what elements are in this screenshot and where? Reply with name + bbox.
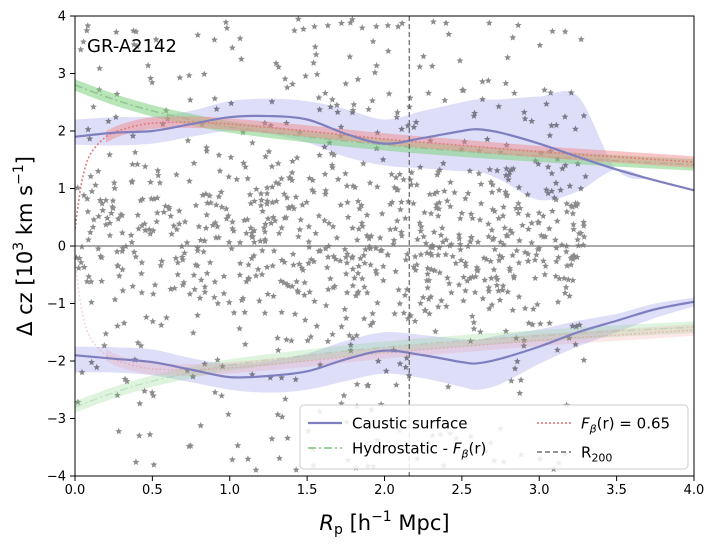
y-tick-label: 0 <box>58 240 66 255</box>
legend-entry: Fβ(r) = 0.65 <box>537 415 670 436</box>
legend-label: Caustic surface <box>352 415 468 433</box>
x-tick-label: 4.0 <box>684 483 705 498</box>
y-tick-label: 3 <box>58 67 66 82</box>
x-tick-label: 3.0 <box>529 483 550 498</box>
hydrostatic-lower-line <box>75 326 694 408</box>
hydrostatic-lower-band <box>75 321 694 413</box>
galaxy-points <box>75 16 589 473</box>
caustic-lower-line <box>75 300 694 379</box>
legend-label: Hydrostatic - Fβ(r) <box>352 440 486 461</box>
legend-label: Fβ(r) = 0.65 <box>581 415 670 436</box>
legend-entry: Caustic surface <box>308 415 468 433</box>
fbeta-lower-band <box>105 324 694 376</box>
y-tick-label: −2 <box>47 355 66 370</box>
y-tick-label: −4 <box>47 470 66 485</box>
x-tick-label: 1.0 <box>219 483 240 498</box>
y-tick-label: 4 <box>58 10 66 25</box>
caustic-upper-line <box>75 114 694 192</box>
legend: Caustic surface Hydrostatic - Fβ(r) Fβ(r) … <box>299 404 689 470</box>
x-tick-label: 2.5 <box>452 483 473 498</box>
y-tick-label: −1 <box>47 297 66 312</box>
x-axis-label: Rp [h−1 Mpc] <box>319 509 449 538</box>
x-tick-label: 0.5 <box>142 483 163 498</box>
chart-annotation: GR-A2142 <box>87 36 177 57</box>
y-tick-label: 2 <box>58 125 66 140</box>
y-tick-label: −3 <box>47 412 66 427</box>
y-axis-label: Δ cz [103 km s−1] <box>11 156 37 336</box>
legend-entry: Hydrostatic - Fβ(r) <box>308 440 486 461</box>
y-tick-label: 1 <box>58 182 66 197</box>
galaxy-stars <box>75 16 589 473</box>
x-tick-label: 3.5 <box>606 483 627 498</box>
caustic-lower-band <box>75 297 694 393</box>
plot-area <box>75 16 694 476</box>
x-tick-label: 1.5 <box>297 483 318 498</box>
x-tick-label: 2.0 <box>374 483 395 498</box>
legend-box <box>299 404 689 470</box>
x-tick-label: 0.0 <box>65 483 86 498</box>
